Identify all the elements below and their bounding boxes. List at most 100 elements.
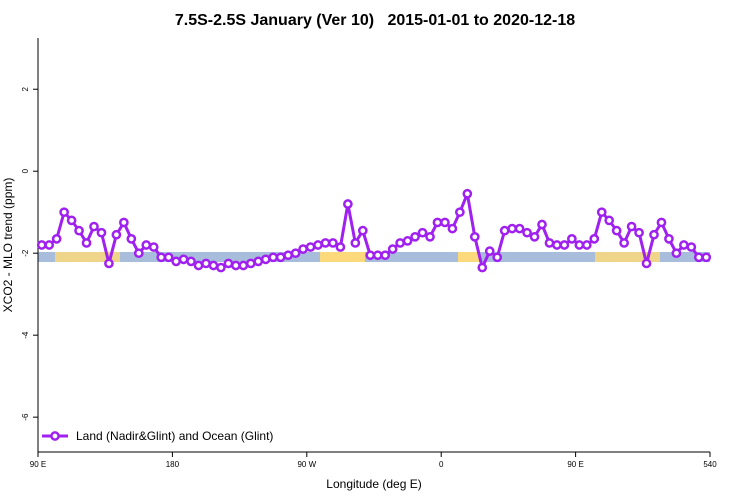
x-tick-label: 540 [703, 460, 717, 469]
point [425, 231, 435, 242]
point [96, 227, 107, 238]
point [178, 254, 189, 265]
point [238, 260, 249, 271]
point [343, 199, 353, 209]
point [604, 215, 615, 226]
point [529, 231, 540, 242]
point [119, 217, 129, 228]
y-tick-label: 2 [21, 86, 30, 91]
point [305, 242, 316, 252]
point [216, 262, 226, 273]
point [313, 240, 323, 250]
point [574, 240, 585, 250]
point [141, 240, 152, 250]
point [544, 238, 555, 248]
point [686, 242, 697, 252]
point [260, 254, 271, 265]
point [275, 252, 286, 263]
point [290, 248, 301, 259]
point [693, 252, 704, 263]
point [44, 240, 55, 250]
point [469, 231, 480, 242]
point [462, 188, 473, 199]
point [596, 207, 607, 218]
point [507, 223, 517, 234]
point [387, 244, 398, 254]
point [74, 225, 84, 236]
x-tick-label: 0 [439, 460, 444, 469]
land-band [458, 252, 480, 262]
point [567, 234, 577, 244]
chart-title: 7.5S-2.5S January (Ver 10) 2015-01-01 to… [175, 12, 575, 29]
x-tick-label: 90 E [30, 460, 46, 469]
point [514, 223, 525, 234]
point [66, 215, 77, 226]
point [335, 242, 346, 252]
point [499, 225, 510, 236]
point [417, 227, 428, 238]
point [440, 217, 450, 228]
point [156, 252, 167, 263]
point [201, 258, 211, 269]
x-tick-label: 90 E [567, 460, 583, 469]
point [268, 252, 279, 263]
point [163, 252, 174, 263]
x-axis-label: Longitude (deg E) [326, 477, 421, 491]
point [447, 223, 458, 234]
point [537, 219, 547, 230]
point [350, 238, 361, 248]
point [641, 258, 652, 269]
point [298, 244, 308, 254]
point [477, 262, 488, 273]
point [492, 252, 503, 263]
point [171, 256, 181, 267]
point [245, 258, 256, 269]
point [51, 234, 62, 244]
point [611, 225, 622, 236]
point [223, 258, 234, 269]
point [581, 240, 592, 250]
point [395, 238, 405, 248]
point [455, 207, 465, 218]
point [649, 229, 659, 240]
point [365, 250, 376, 261]
point [701, 252, 712, 263]
y-tick-label: -4 [21, 331, 30, 339]
point [36, 240, 47, 250]
point [193, 260, 204, 271]
point [328, 238, 338, 248]
x-tick-label: 180 [166, 460, 180, 469]
legend-label: Land (Nadir&Glint) and Ocean (Glint) [76, 429, 273, 443]
point [552, 240, 562, 250]
point [111, 229, 122, 240]
point [634, 227, 644, 238]
point [148, 242, 159, 252]
point [357, 225, 368, 236]
point [664, 234, 674, 244]
point [89, 221, 99, 232]
point [522, 227, 532, 238]
x-tick-label: 90 W [297, 460, 316, 469]
land-band [595, 252, 660, 262]
point [656, 217, 667, 228]
land-band [55, 252, 120, 262]
point [186, 256, 196, 267]
point [231, 260, 241, 271]
point [671, 248, 682, 259]
y-tick-label: -2 [21, 249, 30, 257]
point [589, 234, 600, 244]
point [484, 246, 495, 256]
point [626, 221, 637, 232]
y-tick-label: -6 [21, 413, 30, 421]
point [372, 250, 383, 261]
land-band [320, 252, 365, 262]
point [104, 258, 114, 269]
point [81, 238, 92, 248]
point [679, 240, 689, 250]
point [559, 240, 570, 250]
point [253, 256, 264, 267]
point [402, 236, 413, 246]
point [133, 248, 144, 259]
y-tick-label: 0 [21, 168, 30, 173]
